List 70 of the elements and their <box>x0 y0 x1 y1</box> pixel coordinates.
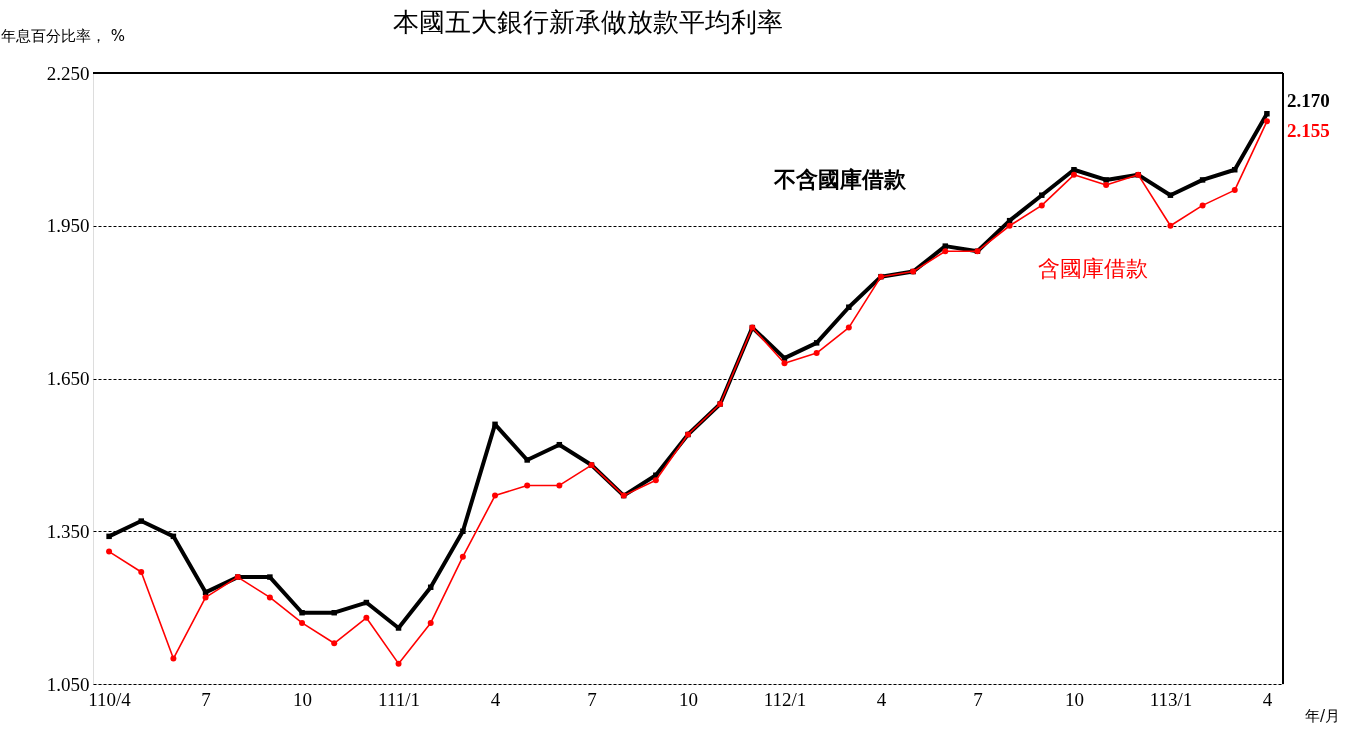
point <box>331 609 337 616</box>
point <box>942 243 949 249</box>
y-tick-label: 2.250 <box>46 62 90 84</box>
point <box>652 477 659 484</box>
point <box>299 619 306 626</box>
x-tick-label: 7 <box>201 688 211 710</box>
point <box>1199 177 1206 183</box>
point <box>1071 167 1077 173</box>
x-tick-label: 10 <box>1064 688 1084 710</box>
point <box>845 324 852 331</box>
y-tick-label: 1.950 <box>46 215 90 237</box>
point <box>1264 110 1270 117</box>
point <box>492 421 498 428</box>
point <box>331 640 338 647</box>
data-label: 2.170 <box>1286 89 1330 111</box>
point <box>170 655 177 662</box>
x-tick-label: 10 <box>293 688 313 710</box>
point <box>395 660 402 667</box>
point <box>1038 202 1045 209</box>
x-tick-label: 10 <box>679 688 698 710</box>
point <box>813 350 820 357</box>
point <box>524 457 530 463</box>
y-tick-label: 1.050 <box>46 673 90 695</box>
point <box>1167 192 1174 198</box>
point <box>427 619 434 626</box>
x-tick-label: 4 <box>876 688 887 710</box>
y-tick-label: 1.350 <box>46 520 90 542</box>
point <box>299 609 305 616</box>
point <box>266 594 273 601</box>
point <box>942 248 949 255</box>
point <box>781 360 788 367</box>
text: 不含國庫借款 <box>773 166 908 192</box>
point <box>556 482 563 489</box>
point <box>363 614 370 621</box>
point <box>395 625 402 631</box>
point <box>106 548 113 555</box>
x-tick-label: 7 <box>587 688 597 710</box>
point <box>1103 177 1109 183</box>
point <box>492 492 499 499</box>
point <box>1103 182 1110 189</box>
point <box>813 340 820 346</box>
chart-title: 本國五大銀行新承做放款平均利率 <box>393 7 783 37</box>
point <box>459 553 466 560</box>
point <box>1231 187 1238 194</box>
point <box>1006 222 1013 229</box>
y-tick-label: 1.650 <box>46 368 90 389</box>
x-tick-label: 7 <box>973 688 983 710</box>
point <box>202 594 209 601</box>
point <box>846 304 852 310</box>
point <box>1199 202 1206 209</box>
x-tick-label: 4 <box>1262 688 1273 710</box>
y-axis-title: 年息百分比率， % <box>1 27 126 45</box>
x-tick-label: 111/1 <box>378 688 420 710</box>
point <box>138 568 145 575</box>
point <box>1263 118 1270 125</box>
point <box>267 574 273 580</box>
x-tick-label: 4 <box>490 688 501 710</box>
x-axis-title: 年/月 <box>1305 707 1341 725</box>
x-tick-label: 113/1 <box>1149 688 1193 710</box>
point <box>1070 171 1077 178</box>
point <box>524 482 531 489</box>
point <box>138 518 144 524</box>
point <box>106 533 112 540</box>
series-label: 含國庫借款 <box>1037 255 1148 281</box>
data-label: 2.155 <box>1286 120 1330 142</box>
point <box>1167 222 1174 229</box>
x-tick-label: 112/1 <box>763 688 807 710</box>
point <box>460 528 466 534</box>
x-tick-label: 110/4 <box>88 688 132 710</box>
point <box>1039 192 1045 198</box>
